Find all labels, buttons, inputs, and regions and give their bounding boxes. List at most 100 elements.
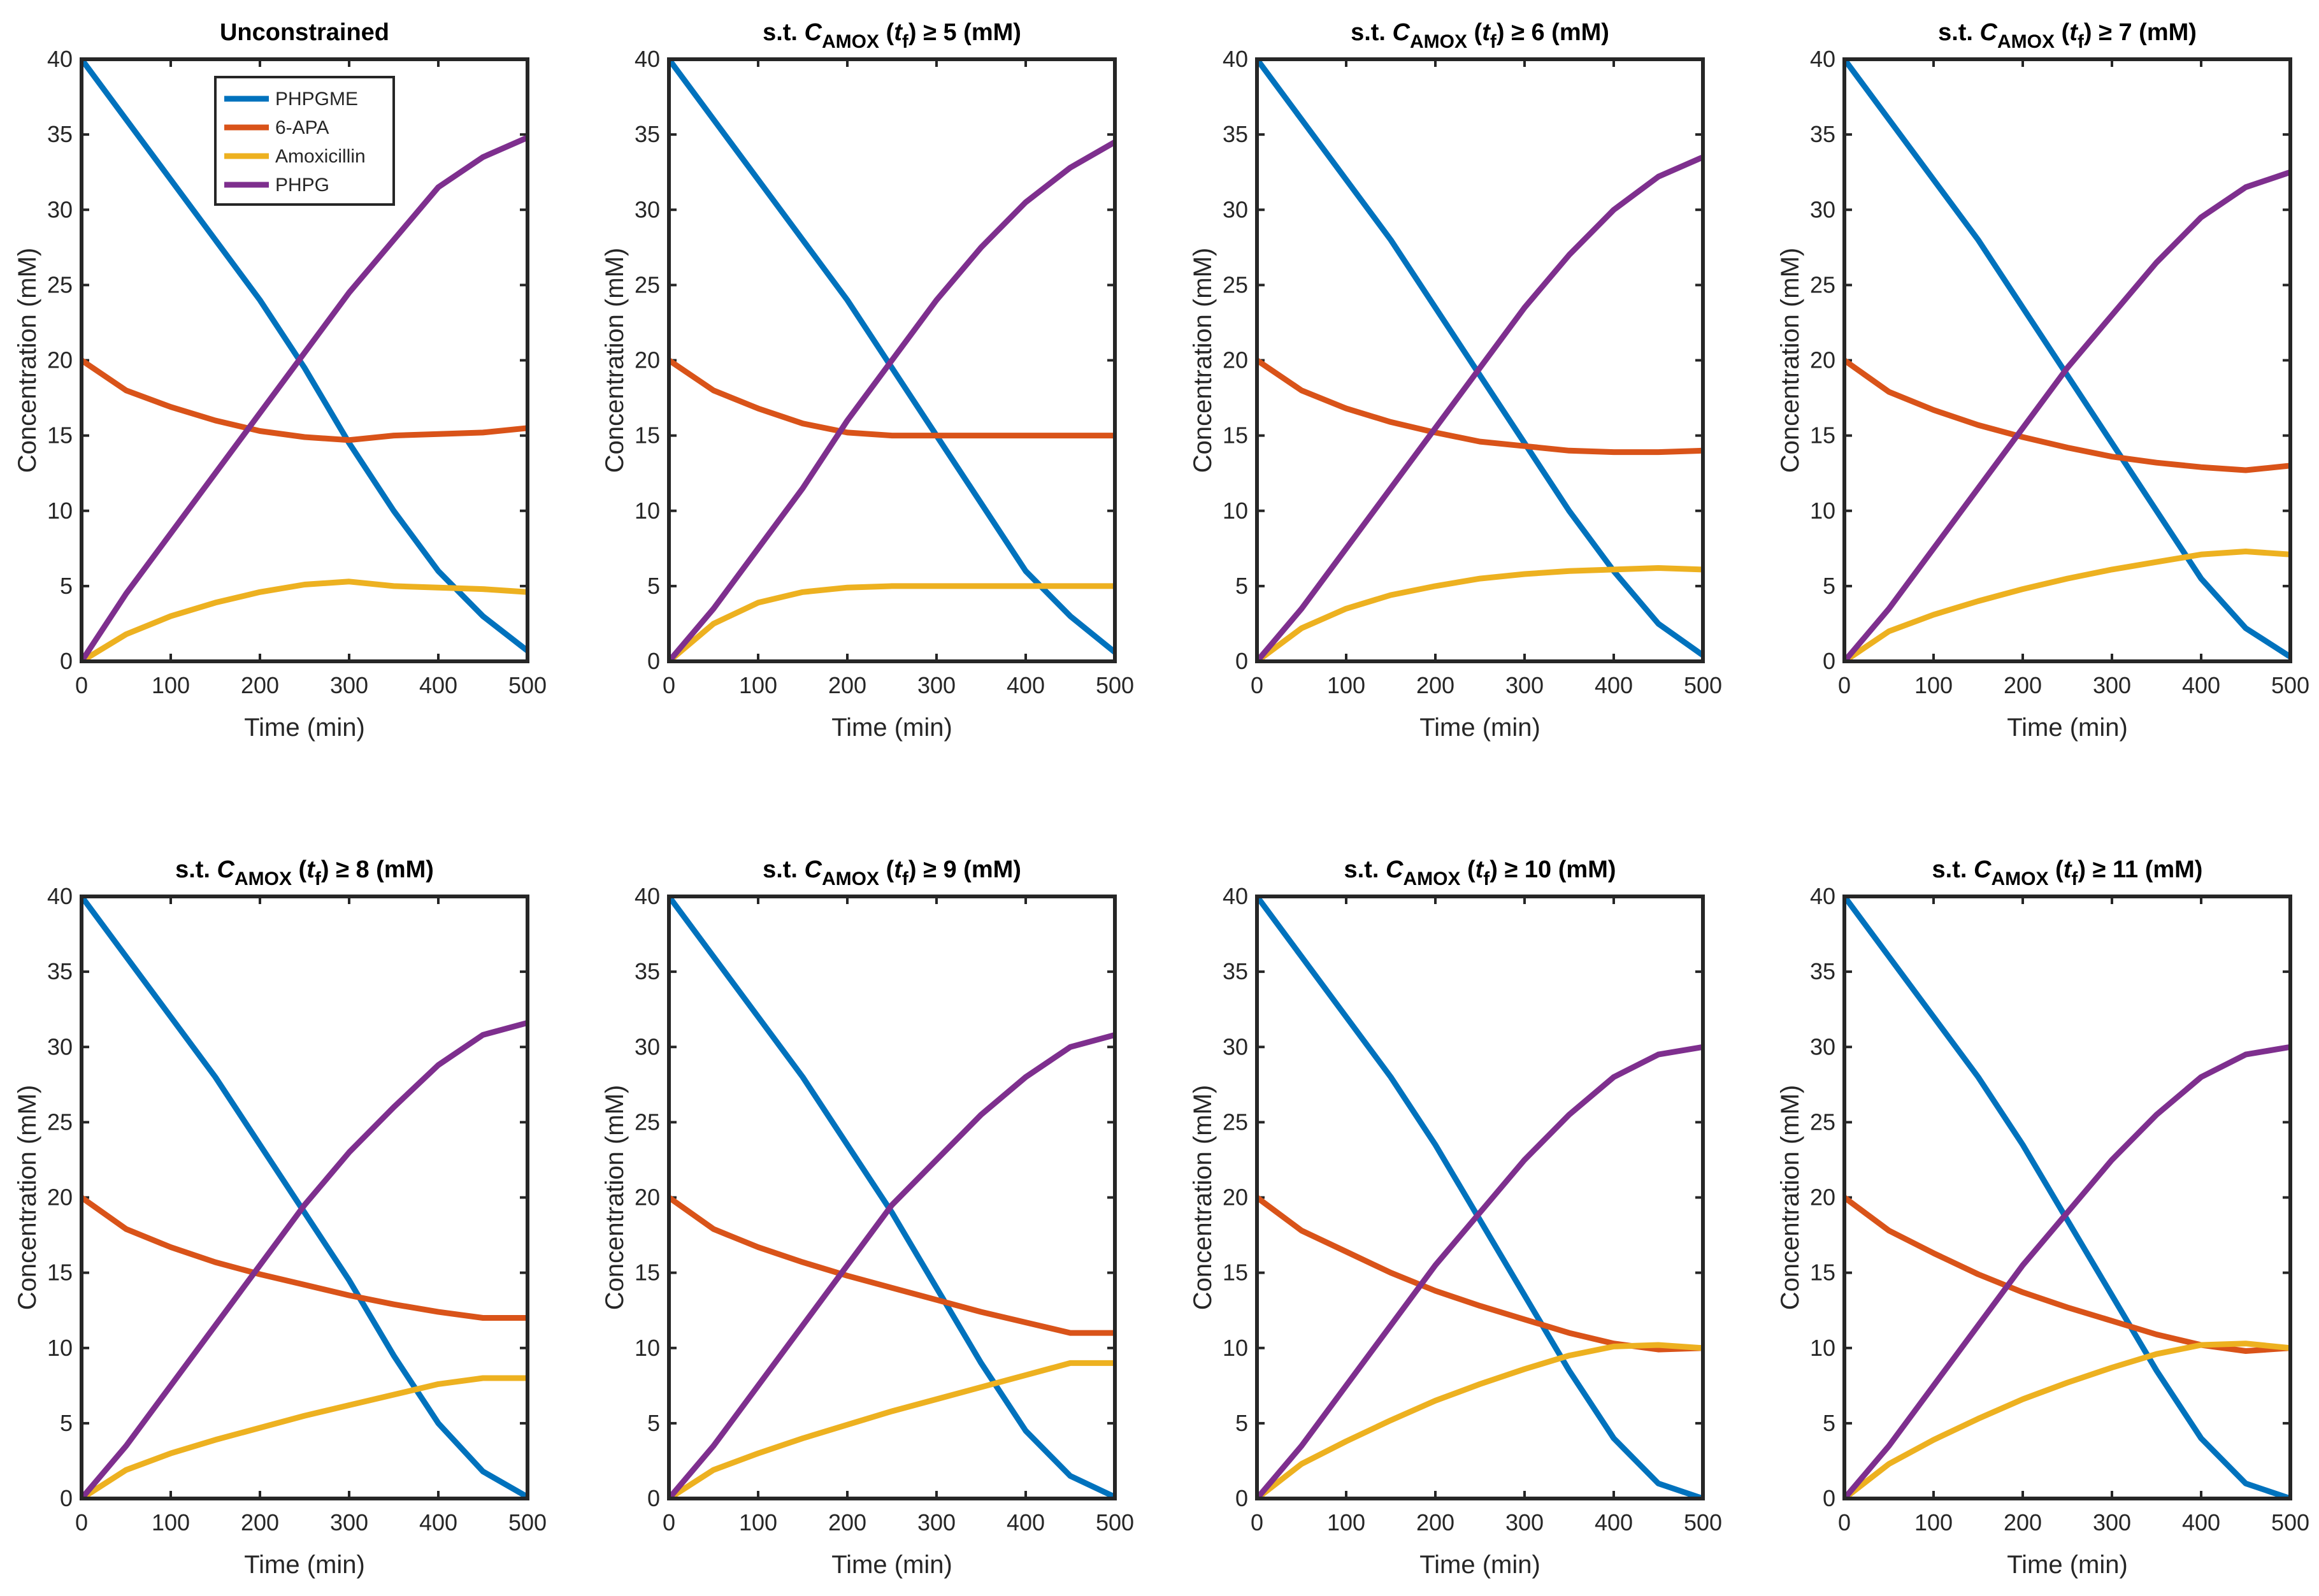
y-tick-label: 0	[1823, 1485, 1835, 1511]
x-tick-label: 100	[1327, 1509, 1365, 1535]
x-tick-label: 0	[663, 1509, 675, 1535]
series-line-phpgme	[1257, 896, 1703, 1499]
y-tick-label: 15	[1810, 422, 1835, 449]
x-tick-label: 500	[1684, 1509, 1722, 1535]
y-tick-label: 40	[635, 46, 660, 72]
series-line-phpg	[1844, 169, 2290, 661]
y-tick-label: 20	[47, 347, 73, 373]
series-line-6-apa	[1844, 357, 2290, 473]
series-line-phpg	[82, 1019, 528, 1499]
y-tick-label: 25	[1810, 271, 1835, 298]
x-tick-label: 100	[152, 1509, 190, 1535]
y-tick-label: 15	[1810, 1260, 1835, 1286]
y-tick-label: 40	[47, 46, 73, 72]
x-tick-label: 200	[1416, 672, 1454, 698]
x-tick-label: 400	[1007, 1509, 1045, 1535]
x-tick-label: 400	[1007, 672, 1045, 698]
series-line-phpgme	[669, 896, 1115, 1499]
y-axis-label: Concentration (mM)	[1776, 1085, 1804, 1310]
x-axis-label: Time (min)	[244, 1551, 365, 1579]
x-tick-label: 200	[241, 672, 279, 698]
y-tick-label: 0	[1235, 648, 1248, 674]
y-tick-label: 25	[635, 271, 660, 298]
y-tick-label: 20	[1810, 347, 1835, 373]
x-tick-label: 400	[419, 1509, 457, 1535]
y-tick-label: 15	[1223, 422, 1248, 449]
y-tick-label: 15	[1223, 1260, 1248, 1286]
chart-title: Unconstrained	[220, 19, 389, 46]
y-tick-label: 40	[47, 883, 73, 909]
chart-title: s.t. CAMOX (tf) ≥ 5 (mM)	[763, 19, 1021, 52]
x-tick-label: 400	[1595, 672, 1633, 698]
series-line-amoxicillin	[1844, 1341, 2290, 1499]
chart-title: s.t. CAMOX (tf) ≥ 10 (mM)	[1344, 856, 1616, 889]
series-line-amoxicillin	[1257, 565, 1703, 661]
axes-box	[1842, 57, 2292, 663]
x-tick-label: 100	[1327, 672, 1365, 698]
y-tick-label: 30	[635, 196, 660, 222]
series-line-phpg	[669, 139, 1115, 661]
y-tick-label: 0	[60, 648, 73, 674]
x-tick-label: 500	[508, 672, 547, 698]
y-tick-label: 20	[635, 347, 660, 373]
x-tick-label: 500	[2271, 672, 2309, 698]
axes-box	[1255, 57, 1705, 663]
x-tick-label: 500	[2271, 1509, 2309, 1535]
series-line-amoxicillin	[1844, 549, 2290, 661]
legend-label-phpg: PHPG	[275, 175, 329, 196]
y-tick-label: 35	[47, 121, 73, 147]
y-tick-label: 25	[47, 1109, 73, 1135]
chart-title: s.t. CAMOX (tf) ≥ 7 (mM)	[1938, 19, 2197, 52]
y-tick-label: 35	[1223, 121, 1248, 147]
x-tick-label: 300	[1505, 672, 1544, 698]
x-tick-label: 400	[2182, 1509, 2220, 1535]
x-tick-label: 500	[1096, 1509, 1134, 1535]
y-tick-label: 10	[1810, 1335, 1835, 1361]
y-tick-label: 5	[1823, 1410, 1835, 1436]
x-tick-label: 400	[2182, 672, 2220, 698]
x-tick-label: 500	[1684, 672, 1722, 698]
y-tick-label: 5	[1235, 1410, 1248, 1436]
x-tick-label: 200	[828, 1509, 866, 1535]
x-tick-label: 200	[1416, 1509, 1454, 1535]
x-axis-label: Time (min)	[2007, 1551, 2128, 1579]
series-line-6-apa	[82, 1195, 528, 1321]
y-tick-label: 5	[1823, 573, 1835, 599]
y-tick-label: 20	[47, 1184, 73, 1211]
y-axis-label: Concentration (mM)	[1189, 248, 1217, 473]
series-line-6-apa	[669, 1195, 1115, 1336]
y-tick-label: 0	[647, 648, 660, 674]
x-tick-label: 100	[739, 672, 777, 698]
legend: PHPGME 6-APA Amoxicillin PHPG	[214, 76, 395, 206]
y-tick-label: 25	[1810, 1109, 1835, 1135]
x-tick-label: 100	[1914, 1509, 1953, 1535]
series-line-phpgme	[82, 896, 528, 1499]
series-line-amoxicillin	[1257, 1342, 1703, 1499]
y-tick-label: 5	[1235, 573, 1248, 599]
y-tick-label: 5	[647, 573, 660, 599]
y-tick-label: 40	[1223, 883, 1248, 909]
series-line-phpg	[669, 1032, 1115, 1499]
x-tick-label: 400	[419, 672, 457, 698]
y-tick-label: 30	[47, 1033, 73, 1060]
series-line-phpg	[82, 134, 528, 661]
x-tick-label: 300	[330, 1509, 368, 1535]
series-line-6-apa	[1257, 357, 1703, 456]
x-tick-label: 300	[2093, 672, 2131, 698]
y-tick-label: 30	[1223, 1033, 1248, 1060]
x-tick-label: 300	[2093, 1509, 2131, 1535]
y-tick-label: 40	[1223, 46, 1248, 72]
y-axis-label: Concentration (mM)	[601, 248, 629, 473]
y-tick-label: 15	[47, 422, 73, 449]
y-tick-label: 30	[47, 196, 73, 222]
legend-label-phpgme: PHPGME	[275, 89, 358, 110]
x-tick-label: 100	[1914, 672, 1953, 698]
series-line-phpg	[1257, 1044, 1703, 1499]
axes-box	[80, 895, 529, 1500]
x-tick-label: 300	[1505, 1509, 1544, 1535]
y-tick-label: 25	[635, 1109, 660, 1135]
